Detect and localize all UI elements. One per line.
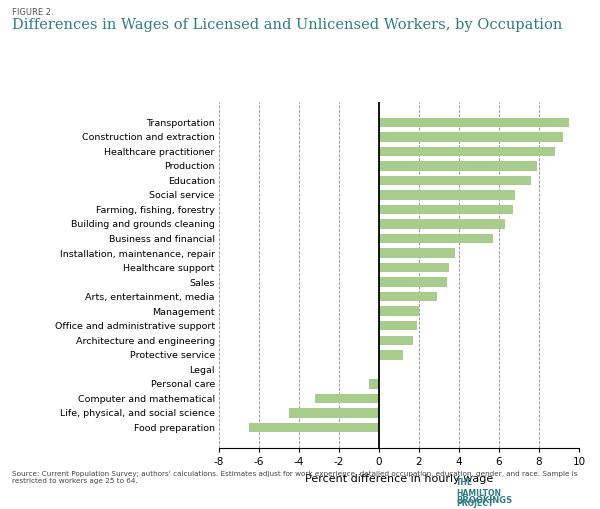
Bar bbox=[379, 147, 555, 156]
Bar bbox=[379, 132, 563, 142]
Bar bbox=[379, 306, 419, 316]
Bar bbox=[379, 176, 531, 185]
Bar bbox=[379, 205, 513, 214]
Bar bbox=[249, 423, 379, 432]
Bar bbox=[379, 248, 455, 258]
Bar bbox=[379, 234, 493, 243]
Bar bbox=[379, 335, 413, 345]
Text: FIGURE 2.: FIGURE 2. bbox=[12, 8, 53, 17]
Bar bbox=[379, 190, 515, 200]
Text: THE
HAMILTON
PROJECT: THE HAMILTON PROJECT bbox=[456, 478, 501, 508]
Bar bbox=[369, 379, 379, 388]
Bar bbox=[289, 408, 379, 418]
Bar bbox=[379, 277, 447, 287]
Text: BROOKINGS: BROOKINGS bbox=[456, 496, 512, 505]
Text: Differences in Wages of Licensed and Unlicensed Workers, by Occupation: Differences in Wages of Licensed and Unl… bbox=[12, 18, 562, 32]
X-axis label: Percent difference in hourly wage: Percent difference in hourly wage bbox=[305, 474, 493, 484]
Bar bbox=[315, 393, 379, 403]
Bar bbox=[379, 321, 417, 330]
Bar bbox=[379, 350, 403, 359]
Bar bbox=[379, 292, 437, 301]
Bar bbox=[379, 118, 569, 127]
Bar bbox=[379, 263, 449, 272]
Text: Source: Current Population Survey; authors' calculations. Estimates adjust for w: Source: Current Population Survey; autho… bbox=[12, 471, 577, 484]
Bar bbox=[379, 219, 505, 229]
Bar bbox=[379, 161, 537, 171]
